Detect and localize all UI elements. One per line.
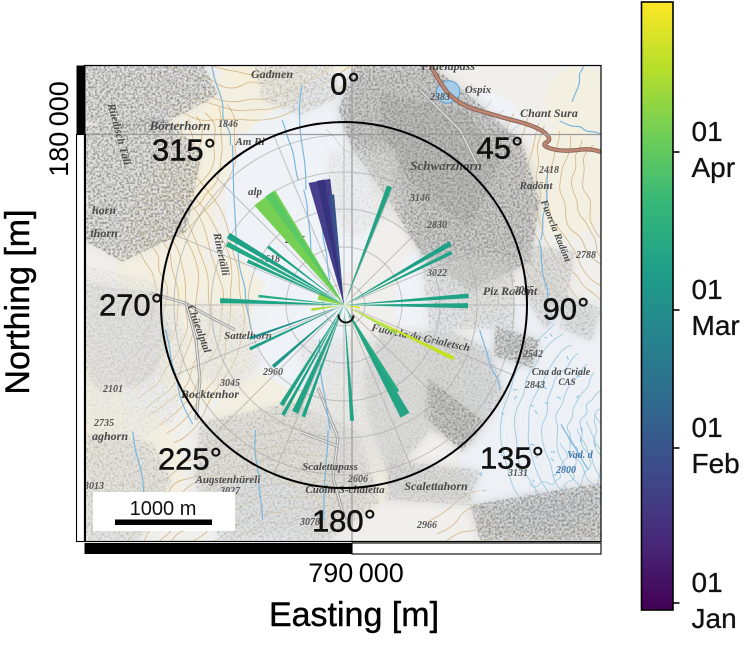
svg-text:thorn: thorn <box>90 226 118 240</box>
svg-text:Sattelhorn: Sattelhorn <box>224 330 272 342</box>
svg-text:01: 01 <box>692 567 723 598</box>
svg-text:3013: 3013 <box>83 481 104 492</box>
svg-text:Scalettahorn: Scalettahorn <box>404 479 468 493</box>
svg-text:180 000: 180 000 <box>44 81 74 177</box>
svg-text:Radönt: Radönt <box>518 180 553 192</box>
svg-text:45°: 45° <box>477 131 524 166</box>
svg-text:2788: 2788 <box>575 250 596 261</box>
svg-text:3131: 3131 <box>507 468 528 479</box>
svg-text:Bocktenhor: Bocktenhor <box>180 387 239 401</box>
svg-text:Flüelapass: Flüelapass <box>420 59 475 73</box>
svg-text:Jan: Jan <box>692 603 737 634</box>
svg-text:Piz Radönt: Piz Radönt <box>483 284 538 298</box>
svg-text:Schwarzhorn: Schwarzhorn <box>410 158 482 173</box>
svg-text:225°: 225° <box>158 442 222 477</box>
svg-text:790 000: 790 000 <box>308 558 404 588</box>
svg-text:aghorn: aghorn <box>92 429 128 443</box>
svg-text:2606: 2606 <box>347 474 368 485</box>
svg-text:2383: 2383 <box>429 92 450 103</box>
svg-text:2966: 2966 <box>416 520 437 531</box>
svg-text:Ospix: Ospix <box>465 84 492 96</box>
svg-text:01: 01 <box>692 412 723 443</box>
svg-text:3078: 3078 <box>299 517 320 528</box>
svg-text:3146: 3146 <box>409 193 430 204</box>
svg-text:2542: 2542 <box>522 349 543 360</box>
svg-text:horn: horn <box>92 203 116 217</box>
svg-text:CAS: CAS <box>558 377 575 387</box>
svg-text:2418: 2418 <box>538 165 559 176</box>
svg-text:01: 01 <box>692 274 723 305</box>
svg-text:0°: 0° <box>330 67 360 102</box>
svg-text:alp: alp <box>248 186 263 198</box>
svg-text:2101: 2101 <box>102 384 123 395</box>
svg-text:Vad. d: Vad. d <box>567 450 594 461</box>
svg-text:2843: 2843 <box>524 380 545 391</box>
svg-text:Augstenhüreli: Augstenhüreli <box>195 474 262 486</box>
svg-text:2830: 2830 <box>426 220 447 231</box>
svg-text:90°: 90° <box>543 292 590 327</box>
svg-text:180°: 180° <box>312 504 376 539</box>
svg-text:Cna da Griale: Cna da Griale <box>532 367 591 378</box>
svg-text:1846: 1846 <box>218 119 238 130</box>
svg-text:270°: 270° <box>99 288 163 323</box>
svg-text:315°: 315° <box>152 133 216 168</box>
svg-text:3045: 3045 <box>219 378 240 389</box>
svg-text:Easting [m]: Easting [m] <box>269 596 439 634</box>
svg-text:2800: 2800 <box>555 465 576 476</box>
svg-text:Northing [m]: Northing [m] <box>0 209 37 394</box>
svg-text:2735: 2735 <box>93 418 114 429</box>
svg-text:Gadmen: Gadmen <box>251 67 293 81</box>
svg-text:Mar: Mar <box>692 310 740 341</box>
svg-text:3027: 3027 <box>219 486 241 497</box>
svg-text:1000 m: 1000 m <box>130 498 197 520</box>
svg-text:01: 01 <box>692 116 723 147</box>
svg-text:3022: 3022 <box>426 268 447 279</box>
svg-text:2960: 2960 <box>262 367 283 378</box>
svg-text:3065: 3065 <box>513 285 534 296</box>
svg-text:Börterhorn: Börterhorn <box>149 118 211 133</box>
svg-text:Chant Sura: Chant Sura <box>520 106 578 120</box>
svg-text:Am Ri: Am Ri <box>234 136 265 148</box>
svg-text:Apr: Apr <box>692 152 736 183</box>
svg-text:135°: 135° <box>480 441 544 476</box>
svg-text:Feb: Feb <box>692 448 740 479</box>
